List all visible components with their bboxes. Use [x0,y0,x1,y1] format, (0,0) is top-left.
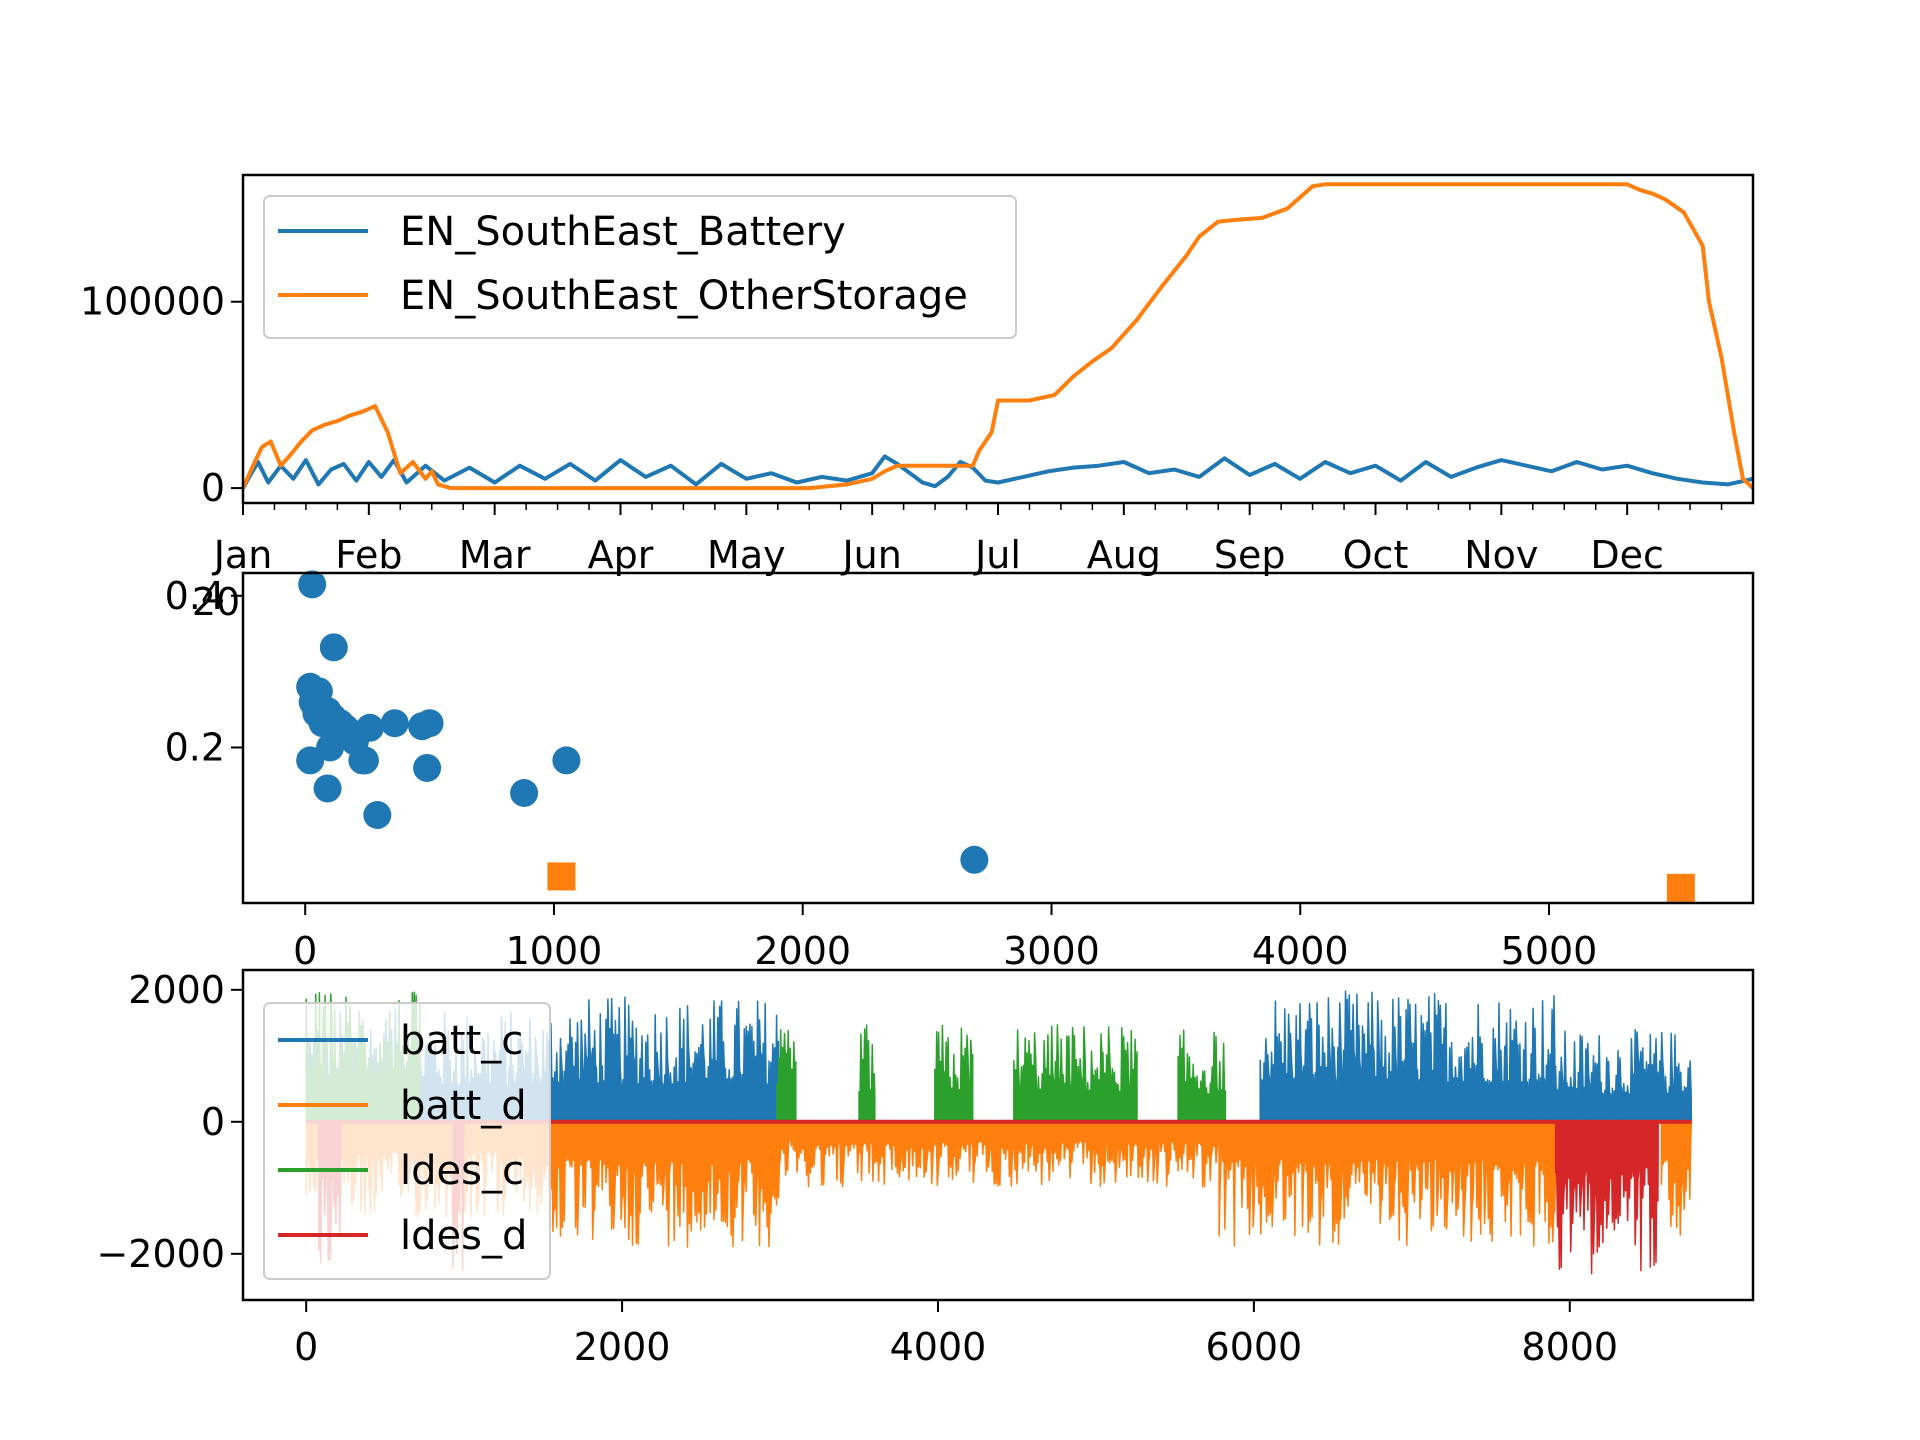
dispatch-band-ldes-d [1554,1121,1659,1275]
legend-label-ldes-d: ldes_d [400,1213,527,1259]
y-tick-label: −2000 [96,1232,225,1276]
x-tick-label: Jul [973,533,1021,577]
legend-storage: EN_SouthEast_Battery EN_SouthEast_OtherS… [263,195,1017,339]
x-tick-label: Sep [1214,533,1286,577]
scatter-point-square [547,862,576,891]
legend-label-battery: EN_SouthEast_Battery [400,209,846,255]
scatter-point [319,633,348,662]
legend-box [263,195,1017,339]
panel-scatter: 0 1000 2000 3000 4000 5000 0.2 0.4 [165,570,1755,973]
axes-frame-middle [241,571,1755,905]
panel-hourly-dispatch: 0 2000 4000 6000 8000 −2000 0 2000 batt_c batt_… [96,968,1755,1369]
x-tick-label: 2000 [754,929,851,973]
scatter-point [298,570,327,599]
legend-dispatch: batt_c batt_d ldes_c ldes_d [263,1002,551,1280]
x-tick-label: May [707,533,786,577]
y-tick-label: 0 [201,466,225,510]
scatter-point [350,746,379,775]
scatter-point [380,709,409,738]
dispatch-band-ldes-c [1177,1029,1227,1123]
x-tick-label: 4000 [1252,929,1349,973]
y-tick-label: 0.4 [165,574,225,618]
x-tick-label: 3000 [1003,929,1100,973]
x-tick-label: Jun [840,533,901,577]
scatter-point [355,713,384,742]
scatter-point [415,709,444,738]
x-tick-label: 8000 [1521,1325,1618,1369]
x-tick-label: Oct [1343,533,1409,577]
scatter-point [316,733,345,762]
x-offset-label: 20 [192,580,240,624]
x-tick-label: Apr [588,533,654,577]
x-tick-label: 0 [294,1325,318,1369]
dispatch-band-batt-d [1660,1121,1693,1236]
y-tick-label: 100000 [80,280,225,324]
x-tick-label: 4000 [890,1325,987,1369]
x-tick-label: 6000 [1206,1325,1303,1369]
series-line-en-southeast-otherstorage [241,182,1755,491]
x-tick-label: Feb [335,533,402,577]
dispatch-band-batt-c [1259,990,1557,1123]
y-tick-label: 2000 [128,968,225,1012]
scatter-point [296,746,325,775]
x-tick-label: 5000 [1501,929,1598,973]
y-tick-label: 0 [201,1100,225,1144]
legend-box [263,1002,551,1280]
scatter-point-square [1666,873,1695,902]
scatter-point [363,801,392,829]
x-tick-label: Mar [459,533,531,577]
scatter-point [413,753,442,782]
x-tick-label: Dec [1590,533,1664,577]
dispatch-band-ldes-c [934,1024,974,1123]
dispatch-band-batt-c [550,996,780,1123]
x-tick-label: 2000 [574,1325,671,1369]
dispatch-band-batt-c [1554,1029,1693,1123]
legend-label-otherstorage: EN_SouthEast_OtherStorage [400,273,968,319]
dispatch-band-batt-d [1218,1121,1557,1247]
scatter-point [960,845,989,874]
legend-label-batt-c: batt_c [400,1018,523,1064]
x-tick-label: Jan [212,533,273,577]
dispatch-band-ldes-c [858,1024,876,1123]
x-tick-label: Nov [1464,533,1538,577]
dispatch-band-batt-d [550,1121,781,1248]
scatter-point [510,779,539,807]
axes-frame-bottom [241,968,1755,1302]
panel-storage-levels: Jan Feb Mar Apr May Jun Jul Aug Sep Oct Nov Dec 20 0 1… [80,173,1755,624]
legend-label-ldes-c: ldes_c [400,1148,524,1194]
dispatch-band-batt-d [779,1121,1220,1188]
x-tick-label: 0 [293,929,317,973]
series-line-en-southeast-battery [241,454,1754,490]
y-tick-label: 0.2 [165,725,225,769]
x-tick-label: 1000 [506,929,603,973]
scatter-point [552,746,581,775]
legend-label-batt-d: batt_d [400,1083,527,1129]
scatter-point [313,774,342,803]
dispatch-band-ldes-c [1013,1024,1138,1123]
dispatch-band-ldes-c [776,1029,797,1123]
x-tick-label: Aug [1087,533,1161,577]
